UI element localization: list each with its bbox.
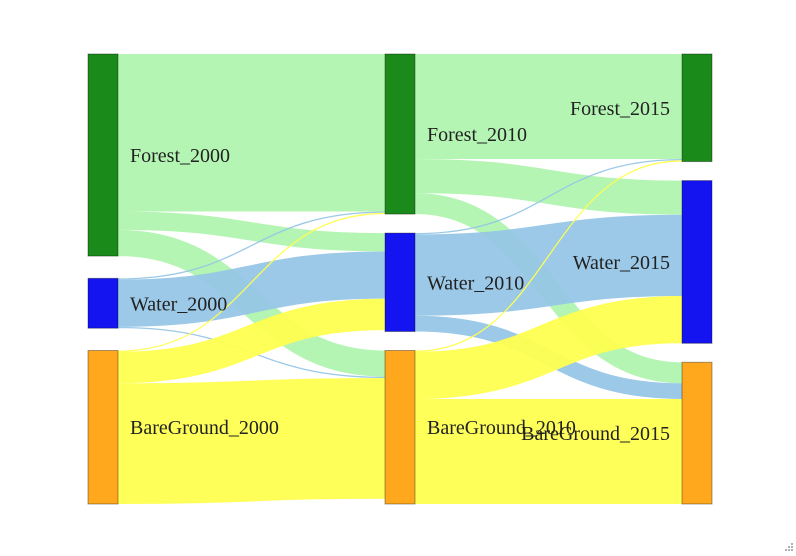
link-Water_2000-to-Forest_2010[interactable] [117, 211, 386, 280]
node-Forest_2000[interactable] [87, 53, 119, 257]
node-label-BareGround_2015: BareGround_2015 [521, 423, 670, 445]
link-Water_2000-to-Water_2010[interactable] [117, 251, 386, 327]
link-Forest_2010-to-Water_2015[interactable] [414, 158, 683, 215]
node-BareGround_2015[interactable] [681, 361, 713, 505]
link-BareGround_2000-to-Water_2010[interactable] [117, 298, 386, 384]
node-label-BareGround_2000: BareGround_2000 [130, 417, 279, 439]
node-label-Water_2000: Water_2000 [130, 293, 227, 315]
node-Water_2010[interactable] [384, 232, 416, 332]
node-BareGround_2000[interactable] [87, 349, 119, 505]
node-BareGround_2010[interactable] [384, 349, 416, 505]
resize-grip-icon[interactable] [780, 540, 794, 554]
node-Forest_2010[interactable] [384, 53, 416, 215]
node-label-BareGround_2010: BareGround_2010 [427, 417, 576, 439]
link-BareGround_2000-to-BareGround_2010[interactable] [117, 378, 386, 504]
node-Water_2000[interactable] [87, 277, 119, 329]
node-Water_2015[interactable] [681, 180, 713, 344]
sankey-nodes [87, 53, 713, 505]
sankey-links [117, 53, 683, 505]
link-Water_2010-to-Water_2015[interactable] [414, 214, 683, 316]
node-label-Water_2015: Water_2015 [573, 252, 670, 274]
node-label-Water_2010: Water_2010 [427, 272, 524, 294]
node-label-Forest_2015: Forest_2015 [570, 98, 670, 120]
node-label-Forest_2000: Forest_2000 [130, 145, 230, 167]
link-BareGround_2000-to-Forest_2010[interactable] [117, 212, 386, 352]
link-Forest_2000-to-Water_2010[interactable] [117, 211, 386, 252]
node-Forest_2015[interactable] [681, 53, 713, 163]
link-BareGround_2010-to-Forest_2015[interactable] [414, 160, 683, 352]
link-BareGround_2010-to-Water_2015[interactable] [414, 296, 683, 400]
sankey-labels: Forest_2000 Water_2000 BareGround_2000 Fore… [130, 98, 670, 445]
node-label-Forest_2010: Forest_2010 [427, 124, 527, 146]
link-Water_2010-to-Forest_2015[interactable] [414, 158, 683, 235]
